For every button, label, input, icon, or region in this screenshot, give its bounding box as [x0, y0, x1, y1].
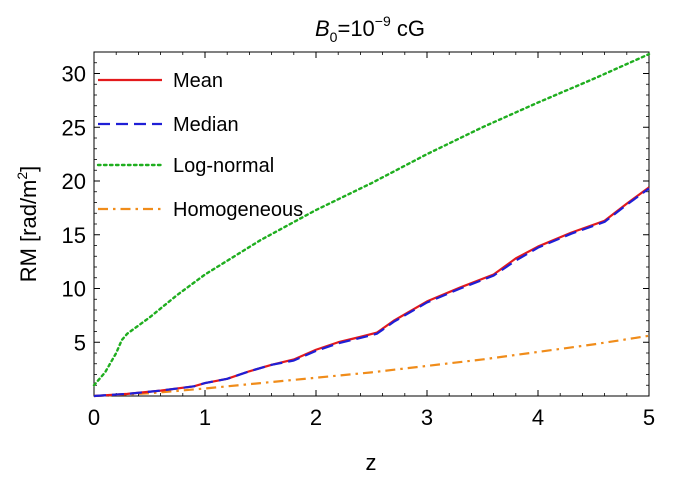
series-line-median [93, 187, 650, 398]
series-layer [92, 52, 651, 398]
y-tick-label-5: 30 [62, 62, 86, 87]
plot-frame [93, 51, 650, 397]
y-axis-label-close: ] [16, 166, 41, 172]
y-axis-label-superscript: 2 [14, 172, 30, 180]
legend-label-homogeneous: Homogeneous [173, 199, 303, 221]
legend: Mean Median Log-normal Homogeneous [96, 70, 303, 221]
y-tick-label-2: 15 [62, 223, 86, 248]
x-axis-label: z [366, 450, 377, 475]
y-axis-minor-ticks [94, 51, 649, 386]
title-equals: =10 [337, 16, 374, 41]
title-exponent: −9 [375, 13, 391, 29]
legend-label-log-normal: Log-normal [173, 155, 274, 177]
y-tick-label-1: 10 [62, 277, 86, 302]
legend-label-median: Median [173, 114, 239, 136]
y-axis-ticks: 5 10 15 20 25 30 [62, 62, 649, 355]
x-tick-label-0: 0 [88, 405, 100, 430]
title-unit: cG [391, 16, 425, 41]
y-tick-label-0: 5 [74, 330, 86, 355]
x-tick-label-4: 4 [532, 405, 544, 430]
x-tick-label-3: 3 [421, 405, 433, 430]
x-axis-ticks: 0 1 2 3 4 5 [88, 52, 655, 430]
x-axis-minor-ticks [115, 52, 628, 396]
y-tick-label-4: 25 [62, 115, 86, 140]
series-line-homogeneous [93, 334, 650, 398]
chart-title: B0=10−9 cG [315, 13, 425, 45]
series-line-log-normal [92, 52, 651, 387]
legend-label-mean: Mean [173, 70, 223, 92]
y-axis-label-main: RM [rad/m [16, 180, 41, 283]
y-tick-label-3: 20 [62, 169, 86, 194]
title-base: B [315, 16, 330, 41]
x-tick-label-5: 5 [643, 405, 655, 430]
title-base-subscript: 0 [330, 29, 338, 45]
x-tick-label-2: 2 [310, 405, 322, 430]
y-axis-label: RM [rad/m2] [14, 166, 41, 283]
x-tick-label-1: 1 [199, 405, 211, 430]
